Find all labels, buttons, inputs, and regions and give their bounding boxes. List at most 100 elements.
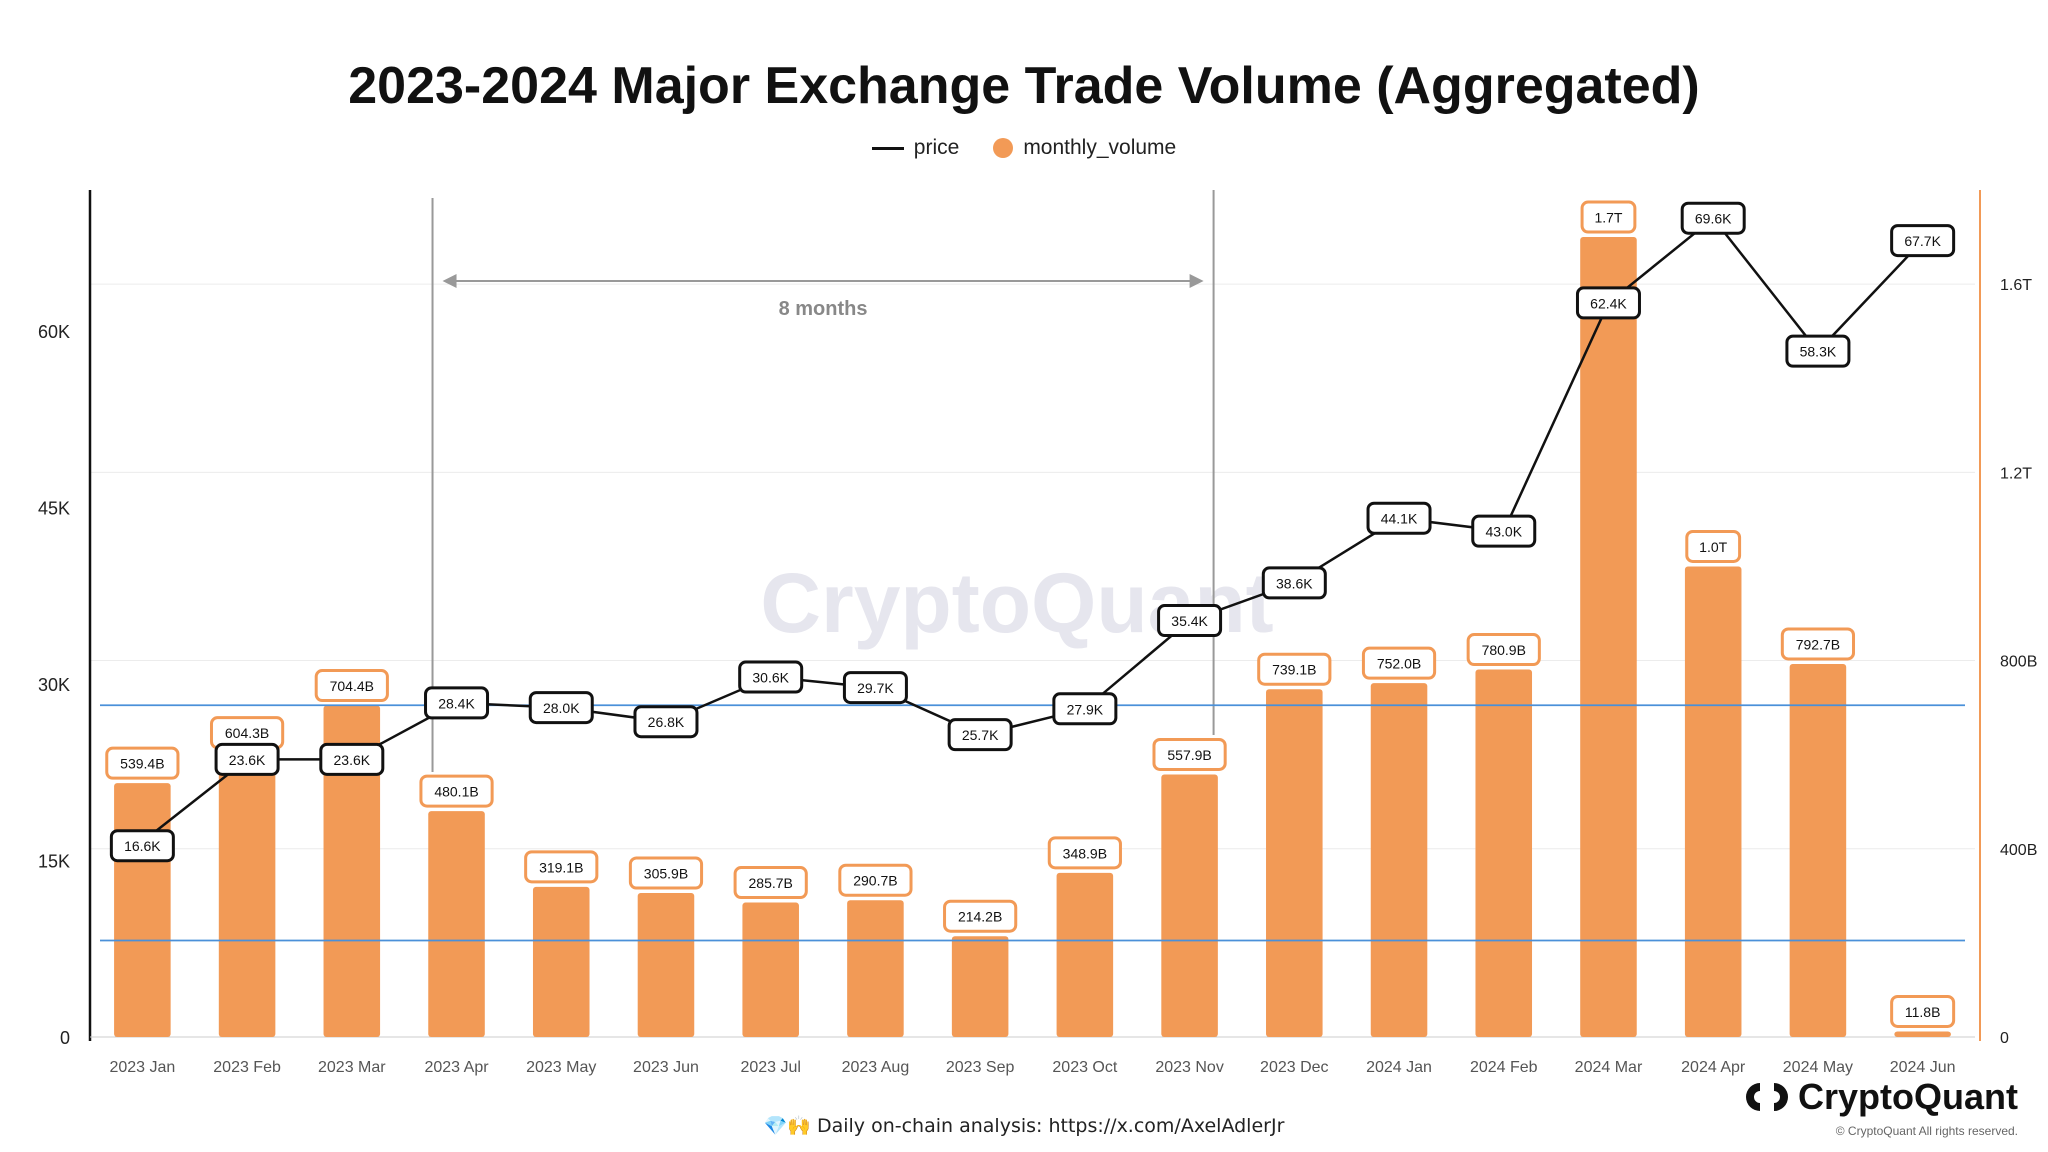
- volume-data-label-box: [1580, 200, 1637, 234]
- price-data-label: 35.4K: [1171, 613, 1208, 629]
- price-data-label-box: [842, 671, 908, 705]
- volume-data-label-box: [1780, 627, 1856, 661]
- x-tick-label: 2023 Dec: [1260, 1059, 1329, 1076]
- volume-bar: [951, 936, 1009, 1037]
- right-tick-label: 400B: [2000, 842, 2037, 859]
- legend-item-price[interactable]: price: [871, 136, 960, 160]
- volume-bar: [637, 893, 695, 1037]
- legend-line-swatch: [871, 146, 904, 150]
- volume-data-label: 214.2B: [958, 909, 1002, 925]
- volume-data-label: 604.3B: [225, 725, 269, 741]
- volume-bar: [1161, 774, 1218, 1037]
- legend-label-price: price: [913, 136, 960, 159]
- annotation-arrow-head-left: [442, 274, 457, 288]
- volume-data-label-box: [105, 746, 180, 780]
- volume-data-label: 305.9B: [644, 866, 688, 882]
- x-tick-label: 2023 Nov: [1155, 1059, 1224, 1076]
- copyright: © CryptoQuant All rights reserved.: [1835, 1124, 2018, 1138]
- x-tick-label: 2024 May: [1783, 1059, 1853, 1076]
- price-data-label-box: [424, 686, 490, 720]
- volume-data-label: 792.7B: [1796, 636, 1840, 652]
- price-data-label-box: [947, 718, 1013, 752]
- volume-data-label-box: [314, 669, 389, 703]
- price-data-label: 67.7K: [1904, 233, 1941, 249]
- x-tick-label: 2024 Mar: [1575, 1059, 1643, 1076]
- price-data-label: 25.7K: [962, 727, 999, 743]
- volume-data-label: 319.1B: [539, 859, 583, 875]
- volume-data-label: 1.7T: [1594, 210, 1622, 226]
- price-data-label: 44.1K: [1381, 511, 1418, 527]
- volume-bar: [847, 900, 904, 1037]
- price-data-label: 62.4K: [1590, 295, 1627, 311]
- price-data-label-box: [1890, 224, 1956, 258]
- volume-bar: [114, 783, 171, 1037]
- price-data-label: 29.7K: [857, 680, 894, 696]
- brand-name: CryptoQuant: [1798, 1076, 2018, 1117]
- x-tick-label: 2024 Apr: [1681, 1059, 1746, 1076]
- x-tick-label: 2024 Jan: [1366, 1059, 1432, 1076]
- volume-bar: [1789, 663, 1847, 1037]
- price-line: [141, 216, 1924, 843]
- x-tick-label: 2023 Feb: [213, 1059, 281, 1076]
- x-tick-label: 2023 Apr: [424, 1059, 489, 1076]
- volume-bar: [1894, 1031, 1951, 1037]
- volume-data-label-box: [628, 856, 704, 890]
- price-data-label-box: [1575, 286, 1641, 320]
- x-tick-label: 2023 Aug: [842, 1059, 910, 1076]
- brand-logo: CryptoQuant: [1744, 1076, 2018, 1118]
- volume-bar: [1580, 237, 1637, 1038]
- price-data-label: 30.6K: [752, 670, 789, 686]
- chart-title: 2023-2024 Major Exchange Trade Volume (A…: [348, 57, 1700, 115]
- volume-data-label-box: [1361, 646, 1437, 680]
- price-data-label-box: [1471, 514, 1537, 548]
- x-tick-label: 2023 Jul: [740, 1059, 801, 1076]
- price-data-label: 69.6K: [1695, 211, 1732, 227]
- left-tick-label: 30K: [38, 675, 70, 695]
- price-data-label: 58.3K: [1800, 344, 1837, 360]
- volume-data-label-box: [419, 774, 494, 808]
- x-tick-label: 2024 Jun: [1890, 1059, 1956, 1076]
- volume-data-label: 480.1B: [434, 784, 478, 800]
- price-data-label-box: [214, 742, 280, 776]
- price-data-label: 38.6K: [1276, 575, 1313, 591]
- volume-data-label: 539.4B: [120, 756, 164, 772]
- x-tick-label: 2023 Jun: [633, 1059, 699, 1076]
- volume-bar: [1370, 683, 1428, 1037]
- volume-data-label-box: [1257, 652, 1332, 686]
- volume-bar: [532, 886, 590, 1037]
- volume-bar: [1266, 689, 1323, 1037]
- price-data-label-box: [1157, 604, 1223, 638]
- volume-data-label-box: [838, 863, 913, 897]
- volume-bar: [428, 811, 485, 1037]
- volume-bar: [218, 752, 276, 1037]
- volume-data-label-box: [1890, 994, 1956, 1028]
- legend-label-volume: monthly_volume: [1023, 136, 1177, 159]
- volume-data-label-box: [1685, 529, 1742, 563]
- volume-data-label: 290.7B: [853, 873, 897, 889]
- price-data-label: 16.6K: [124, 838, 161, 854]
- price-data-label-box: [1052, 692, 1118, 726]
- volume-data-label: 285.7B: [749, 875, 793, 891]
- footer-text: 💎🙌 Daily on-chain analysis: https://x.co…: [763, 1115, 1285, 1137]
- volume-data-label-box: [1047, 836, 1122, 870]
- volume-bar: [1684, 566, 1742, 1037]
- volume-data-label: 348.9B: [1063, 845, 1107, 861]
- left-tick-label: 15K: [38, 852, 70, 872]
- legend-item-volume[interactable]: monthly_volume: [993, 136, 1176, 160]
- left-tick-label: 0: [60, 1028, 70, 1048]
- volume-data-label: 752.0B: [1377, 656, 1421, 672]
- legend: price monthly_volume: [0, 136, 2048, 160]
- volume-data-label-box: [943, 899, 1018, 933]
- volume-data-label-box: [1152, 737, 1227, 771]
- volume-bar: [1056, 872, 1114, 1037]
- x-tick-label: 2023 Jan: [109, 1059, 175, 1076]
- price-data-label: 28.4K: [438, 695, 475, 711]
- volume-bar: [1475, 669, 1533, 1037]
- price-data-label-box: [1680, 201, 1746, 235]
- volume-data-label-box: [524, 850, 599, 884]
- price-data-label: 23.6K: [229, 752, 266, 768]
- x-tick-label: 2023 Sep: [946, 1059, 1015, 1076]
- left-tick-label: 45K: [38, 499, 70, 519]
- price-data-label: 23.6K: [334, 752, 371, 768]
- right-tick-label: 1.6T: [2000, 277, 2032, 294]
